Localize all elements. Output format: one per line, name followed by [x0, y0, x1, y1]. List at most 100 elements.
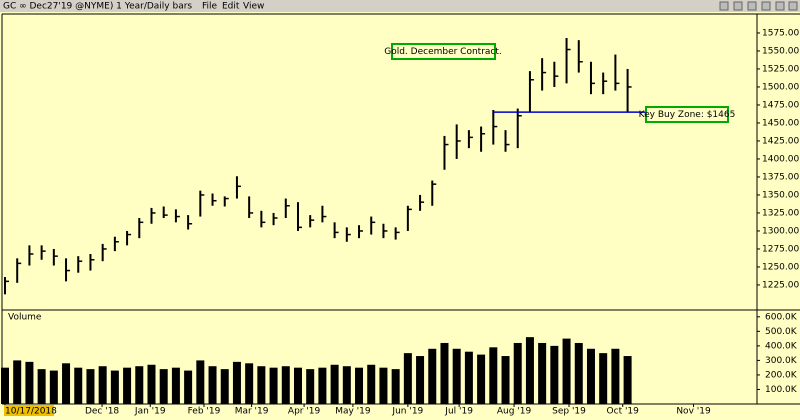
volume-bar [379, 367, 388, 404]
volume-bar [501, 356, 510, 404]
volume-bar [98, 366, 107, 404]
toolbar-icon[interactable] [775, 1, 785, 11]
y-tick-label: 1250.00 [762, 262, 799, 272]
title-bar: GC ∞ Dec27'19 @NYME) 1 Year/Daily bars F… [0, 0, 800, 12]
title-bar-bg [0, 0, 800, 12]
volume-bar [13, 360, 22, 404]
volume-bar [281, 366, 290, 404]
x-tick-label: Aug '19 [497, 407, 532, 417]
volume-bar [135, 366, 144, 404]
volume-bar [550, 345, 559, 404]
x-tick-label: 10/17/2018 [5, 407, 57, 417]
volume-bar [525, 337, 534, 404]
date-highlight [4, 405, 54, 416]
volume-bar [269, 367, 278, 404]
volume-bar [599, 353, 608, 404]
volume-bar [74, 367, 83, 404]
volume-bar [513, 342, 522, 404]
toolbar-icon[interactable] [719, 1, 729, 11]
volume-tick-label: 400.0K [765, 341, 798, 351]
volume-tick-label: 600.0K [765, 312, 798, 322]
annotation-box [391, 43, 496, 60]
volume-bar [355, 367, 364, 404]
volume-bar [196, 360, 205, 404]
y-tick-label: 1500.00 [762, 82, 799, 92]
y-tick-label: 1350.00 [762, 190, 799, 200]
toolbar-icon[interactable] [747, 1, 757, 11]
annotation: Gold. December Contract. [384, 47, 502, 57]
volume-bar [123, 367, 132, 404]
volume-bar [562, 338, 571, 404]
volume-bar [232, 361, 241, 404]
y-tick-label: 1575.00 [762, 28, 799, 38]
x-tick-label: Sep '19 [552, 407, 586, 417]
volume-bar [464, 351, 473, 404]
menu-item[interactable]: View [243, 2, 264, 12]
x-tick-label: Apr '19 [288, 407, 321, 417]
x-tick-label: Jul '19 [444, 407, 473, 417]
y-tick-label: 1525.00 [762, 64, 799, 74]
key-level-box [645, 106, 729, 123]
volume-bar [245, 363, 254, 404]
volume-bar [586, 348, 595, 404]
y-tick-label: 1550.00 [762, 46, 799, 56]
volume-bar [306, 369, 315, 404]
volume-bar [611, 348, 620, 404]
volume-tick-label: 500.0K [765, 327, 798, 337]
volume-bar [171, 367, 180, 404]
volume-bar [416, 356, 425, 404]
window-title: GC ∞ Dec27'19 @NYME) 1 Year/Daily bars [3, 2, 192, 12]
volume-bar [184, 370, 193, 404]
toolbar-icon[interactable] [788, 1, 798, 11]
y-tick-label: 1425.00 [762, 136, 799, 146]
key-level-label: Key Buy Zone: $1465 [639, 110, 736, 120]
volume-bar [477, 354, 486, 404]
volume-bar [440, 342, 449, 404]
y-tick-label: 1475.00 [762, 100, 799, 110]
volume-tick-label: 100.0K [765, 385, 798, 395]
volume-bar [110, 370, 119, 404]
volume-bar [391, 369, 400, 404]
y-tick-label: 1375.00 [762, 172, 799, 182]
volume-label: Volume [8, 313, 42, 323]
volume-bar [623, 356, 632, 404]
volume-bar [428, 348, 437, 404]
volume-bar [403, 353, 412, 404]
volume-bar [25, 361, 34, 404]
volume-bar [208, 366, 217, 404]
x-tick-label: Feb '19 [188, 407, 221, 417]
volume-bar [489, 347, 498, 404]
y-tick-label: 1275.00 [762, 244, 799, 254]
menu-item[interactable]: Edit [222, 2, 240, 12]
x-tick-label: Oct '19 [607, 407, 640, 417]
y-tick-label: 1300.00 [762, 226, 799, 236]
y-tick-label: 1325.00 [762, 208, 799, 218]
volume-bar [367, 364, 376, 404]
volume-bar [452, 348, 461, 404]
x-tick-label: Mar '19 [235, 407, 269, 417]
volume-bar [37, 369, 46, 404]
volume-tick-label: 300.0K [765, 356, 798, 366]
volume-bar [330, 364, 339, 404]
volume-bar [257, 366, 266, 404]
toolbar-icon[interactable] [733, 1, 743, 11]
volume-bar [147, 364, 156, 404]
volume-bar [49, 370, 58, 404]
x-tick-label: Jun '19 [391, 407, 423, 417]
volume-bar [293, 367, 302, 404]
volume-bar [318, 367, 327, 404]
volume-bar [62, 363, 71, 404]
x-tick-label: Nov '19 [676, 407, 711, 417]
volume-bar [220, 369, 229, 404]
menu-item[interactable]: File [202, 2, 218, 12]
y-tick-label: 1450.00 [762, 118, 799, 128]
toolbar-icon[interactable] [761, 1, 771, 11]
volume-bar [342, 366, 351, 404]
volume-label-bg [4, 312, 44, 322]
y-tick-label: 1225.00 [762, 280, 799, 290]
volume-bar [574, 342, 583, 404]
volume-bar [538, 342, 547, 404]
y-tick-label: 1400.00 [762, 154, 799, 164]
